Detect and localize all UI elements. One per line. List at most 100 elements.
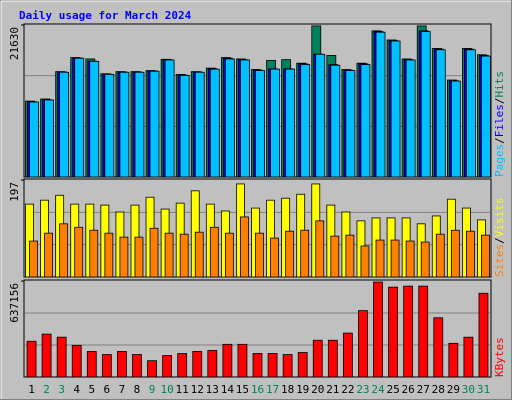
bar xyxy=(209,226,219,278)
bar xyxy=(209,68,220,178)
bar xyxy=(119,71,130,178)
y-tick-label: 637156 xyxy=(8,283,21,323)
bar xyxy=(74,226,84,278)
legend-separator: / xyxy=(493,98,506,105)
legend-entry: Sites xyxy=(493,244,506,277)
bar xyxy=(117,351,127,378)
bar xyxy=(162,355,173,378)
bar xyxy=(405,240,415,278)
x-tick-label: 6 xyxy=(104,383,111,396)
bar xyxy=(330,235,340,278)
bar xyxy=(255,232,264,278)
bar xyxy=(435,233,445,278)
x-tick-label: 2 xyxy=(43,383,50,396)
bar xyxy=(149,70,160,178)
bar xyxy=(360,64,371,178)
bar xyxy=(267,353,278,378)
bar xyxy=(418,285,429,378)
y-tick-label: 21630 xyxy=(8,27,21,60)
x-tick-label: 18 xyxy=(281,383,294,396)
bar xyxy=(29,101,39,178)
bar xyxy=(463,336,474,378)
bar xyxy=(375,239,385,278)
bar xyxy=(207,350,218,378)
x-tick-label: 15 xyxy=(236,383,249,396)
chart-title: Daily usage for March 2024 xyxy=(19,9,192,22)
x-tick-label: 31 xyxy=(477,383,490,396)
bar xyxy=(164,59,175,178)
bar xyxy=(270,68,280,178)
bar xyxy=(252,353,263,378)
x-tick-label: 12 xyxy=(191,383,204,396)
bar xyxy=(375,31,386,178)
bar xyxy=(327,339,338,378)
legend-entry: Pages xyxy=(493,144,506,177)
bar xyxy=(194,71,205,178)
bar xyxy=(345,70,356,178)
bar xyxy=(360,245,370,278)
bar xyxy=(481,234,490,278)
bar xyxy=(134,236,144,278)
bar xyxy=(300,229,310,278)
bar xyxy=(285,230,295,278)
bar xyxy=(405,59,416,178)
x-tick-label: 25 xyxy=(386,383,399,396)
x-tick-label: 19 xyxy=(296,383,309,396)
bar xyxy=(101,354,112,378)
bar xyxy=(29,240,38,278)
x-tick-label: 21 xyxy=(326,383,339,396)
x-tick-label: 11 xyxy=(176,383,189,396)
bar xyxy=(134,71,145,178)
bar xyxy=(26,340,37,378)
bar xyxy=(192,351,203,378)
bar xyxy=(89,61,100,178)
x-tick-label: 30 xyxy=(462,383,475,396)
bar xyxy=(71,344,82,378)
x-tick-label: 10 xyxy=(160,383,173,396)
legend-entry: Files xyxy=(493,104,506,137)
x-tick-label: 27 xyxy=(417,383,430,396)
bar xyxy=(373,281,383,378)
bar xyxy=(478,292,489,378)
bar xyxy=(285,68,296,178)
bar xyxy=(179,233,189,278)
x-tick-label: 24 xyxy=(371,383,385,396)
bar xyxy=(164,232,174,278)
bar xyxy=(420,31,431,178)
bar xyxy=(315,220,325,278)
bar xyxy=(255,70,265,178)
x-tick-label: 13 xyxy=(206,383,219,396)
bar xyxy=(345,234,355,278)
bar xyxy=(104,232,114,278)
bar xyxy=(312,339,323,378)
bar xyxy=(315,53,326,178)
bar xyxy=(177,353,188,378)
bar xyxy=(147,360,157,378)
bar xyxy=(420,241,430,278)
bar xyxy=(270,237,279,278)
y-tick-label: 197 xyxy=(8,182,21,202)
bar xyxy=(448,342,459,378)
x-tick-label: 8 xyxy=(134,383,141,396)
bar xyxy=(433,317,444,378)
bar xyxy=(390,239,400,278)
bar xyxy=(403,285,414,378)
bar xyxy=(222,343,233,378)
legend: Pages/Files/Hits xyxy=(493,71,506,177)
bar xyxy=(224,232,234,278)
x-tick-label: 5 xyxy=(88,383,95,396)
bar xyxy=(104,74,115,178)
bar xyxy=(74,57,85,178)
bar xyxy=(466,230,475,278)
bar xyxy=(44,99,54,178)
bar xyxy=(466,49,476,178)
x-tick-label: 16 xyxy=(251,383,264,396)
bar xyxy=(390,40,401,178)
bar xyxy=(86,351,97,378)
bar xyxy=(89,229,99,278)
bar xyxy=(240,216,249,278)
bar xyxy=(450,229,460,278)
bar xyxy=(342,332,353,378)
bar xyxy=(388,286,398,378)
